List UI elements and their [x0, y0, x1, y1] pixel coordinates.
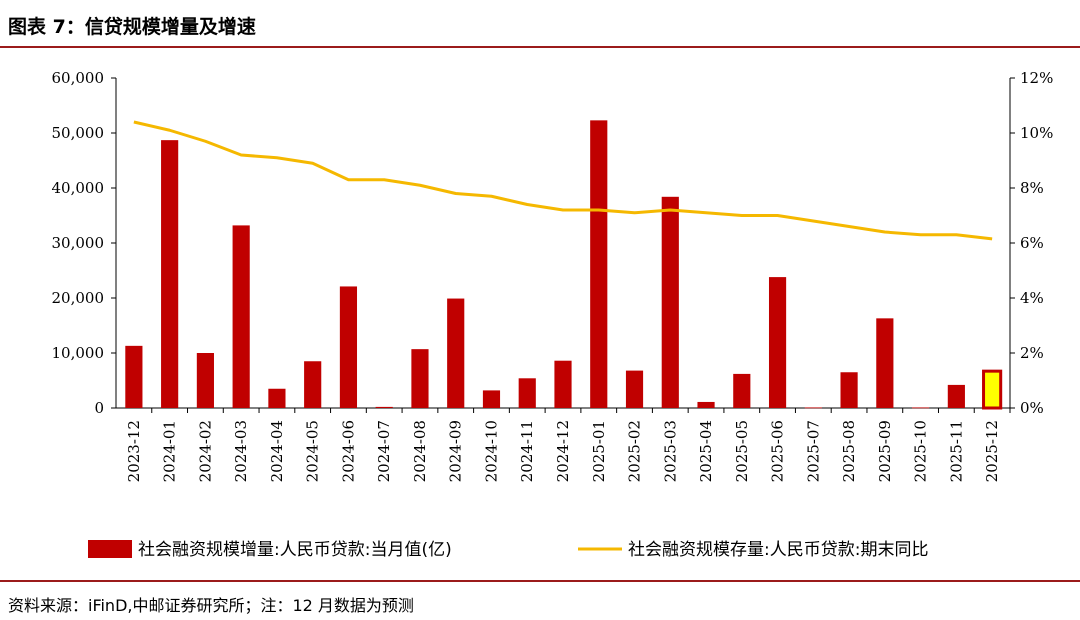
y-right-tick-label: 12% — [1020, 69, 1053, 87]
x-tick-label: 2025-01 — [590, 420, 608, 482]
bar — [733, 373, 751, 408]
x-tick-label: 2025-09 — [876, 420, 894, 482]
x-tick-label: 2025-05 — [733, 420, 751, 482]
y-left-tick-label: 60,000 — [52, 69, 105, 87]
x-tick-label: 2025-08 — [840, 420, 858, 482]
x-tick-label: 2025-06 — [769, 420, 787, 482]
x-tick-label: 2024-07 — [375, 420, 393, 482]
bar — [339, 286, 358, 408]
x-tick-labels: 2023-12 2024-01 2024-02 2024-03 2024-04 2024-… — [125, 420, 1001, 482]
bar — [590, 120, 608, 408]
bar — [375, 406, 393, 408]
bar — [625, 370, 644, 408]
bar — [447, 298, 465, 408]
x-tick-label: 2025-12 — [983, 420, 1001, 482]
legend-bar-label: 社会融资规模增量:人民币贷款:当月值(亿) — [138, 540, 452, 560]
bar — [161, 140, 179, 408]
bar — [268, 388, 286, 408]
legend-bar-swatch — [88, 540, 132, 558]
bar — [947, 384, 965, 408]
bar — [518, 378, 536, 408]
x-tick-label: 2025-03 — [661, 420, 679, 482]
x-tick-label: 2024-03 — [232, 420, 250, 482]
y-left-tick-label: 50,000 — [52, 124, 105, 142]
bar — [304, 361, 322, 408]
x-tick-label: 2025-10 — [912, 420, 930, 482]
bar — [912, 407, 930, 409]
x-tick-label: 2024-08 — [411, 420, 429, 482]
x-tick-label: 2024-09 — [447, 420, 465, 482]
y-left-tick-label: 20,000 — [52, 289, 105, 307]
y-left-tick-label: 10,000 — [52, 344, 105, 362]
bar — [876, 318, 894, 408]
x-tick-label: 2024-04 — [268, 420, 286, 482]
bar — [661, 196, 679, 408]
bar — [125, 345, 143, 408]
y-left-tick-label: 0 — [94, 399, 104, 417]
y-right-tick-label: 2% — [1020, 344, 1044, 362]
x-tick-label: 2025-11 — [947, 420, 965, 482]
legend: 社会融资规模增量:人民币贷款:当月值(亿) 社会融资规模存量:人民币贷款:期末同… — [88, 540, 928, 560]
y-left-tick-label: 30,000 — [52, 234, 105, 252]
x-tick-label: 2024-06 — [339, 420, 357, 482]
bar — [411, 349, 429, 408]
x-tick-label: 2024-11 — [518, 420, 536, 482]
line-series — [133, 120, 993, 241]
bar-series — [125, 120, 1011, 413]
x-tick-label: 2025-04 — [697, 420, 715, 482]
y-right-tick-label: 6% — [1020, 234, 1044, 252]
bar — [482, 390, 501, 408]
bar — [697, 401, 715, 408]
top-rule — [0, 46, 1080, 48]
x-tick-label: 2024-10 — [482, 420, 500, 482]
x-tick-label: 2023-12 — [125, 420, 143, 482]
bar — [768, 277, 787, 408]
y-right-tick-label: 10% — [1020, 124, 1053, 142]
bar — [804, 407, 822, 409]
bar — [554, 360, 572, 408]
x-tick-label: 2024-02 — [196, 420, 214, 482]
y-right-tick-label: 4% — [1020, 289, 1044, 307]
x-tick-label: 2024-05 — [304, 420, 322, 482]
y-right-tick-label: 8% — [1020, 179, 1044, 197]
x-tick-label: 2024-12 — [554, 420, 572, 482]
x-tick-label: 2024-01 — [161, 420, 179, 482]
bar — [232, 225, 250, 408]
source-note: 资料来源：iFinD,中邮证券研究所；注：12 月数据为预测 — [8, 596, 414, 615]
bar — [840, 372, 858, 408]
x-tick-label: 2025-02 — [626, 420, 644, 482]
chart-title: 图表 7：信贷规模增量及增速 — [8, 16, 256, 38]
y-left-tick-label: 40,000 — [52, 179, 105, 197]
chart-canvas: 0 10,000 20,000 30,000 40,000 50,000 60,000 0% 2… — [52, 69, 1054, 560]
y-right-tick-label: 0% — [1020, 399, 1044, 417]
legend-line-label: 社会融资规模存量:人民币贷款:期末同比 — [628, 540, 928, 560]
bottom-rule — [0, 580, 1080, 582]
bar — [196, 353, 214, 408]
x-tick-label: 2025-07 — [804, 420, 822, 482]
yoy-line — [133, 120, 993, 241]
bar-forecast — [982, 369, 1003, 410]
